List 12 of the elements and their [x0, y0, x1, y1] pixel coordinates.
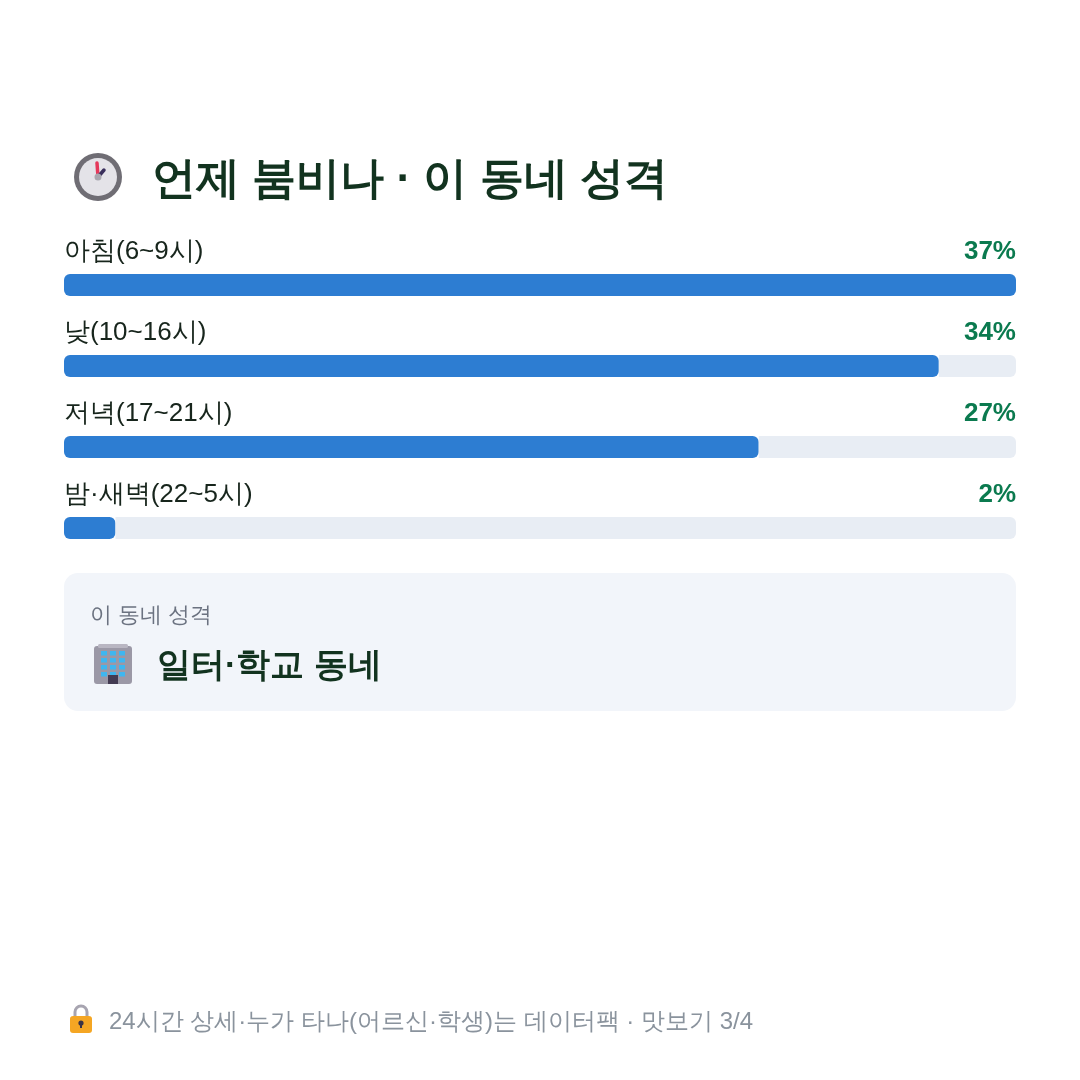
text: 24시간 상세·누가 타나(어르신·학생)는 데이터팩 · 맛보기 3/4 — [109, 1006, 754, 1034]
y-tick-label: 아침(6~9시) — [64, 235, 204, 265]
text: 일터·학교 동네 — [157, 645, 382, 683]
data-label: 27% — [963, 397, 1016, 427]
chart-title: 언제 붐비나 · 이 동네 성격 — [152, 152, 668, 202]
data-label: 34% — [963, 316, 1016, 346]
y-tick-label: 밤·새벽(22~5시) — [64, 478, 253, 508]
y-tick-label: 낮(10~16시) — [64, 316, 207, 346]
data-label: 2% — [978, 478, 1016, 508]
y-tick-label: 저녁(17~21시) — [64, 397, 233, 427]
data-label: 37% — [963, 235, 1016, 265]
text: 이 동네 성격 — [90, 601, 213, 627]
